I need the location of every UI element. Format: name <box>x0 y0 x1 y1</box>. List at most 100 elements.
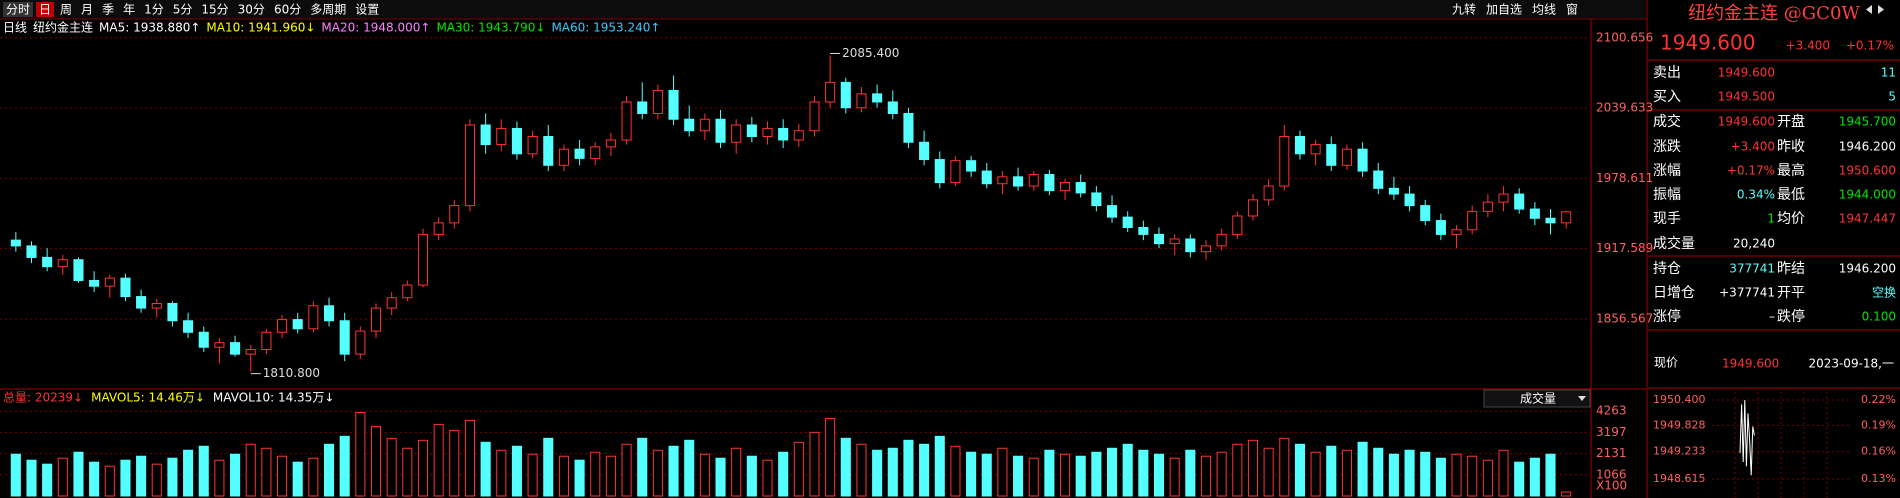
quote-value: 1949.600 <box>1718 115 1775 129</box>
quote-label: 昨收 <box>1777 139 1805 155</box>
candle-body <box>809 101 820 132</box>
period-button[interactable]: 分时 <box>6 3 30 17</box>
candle-body <box>668 89 679 120</box>
candle-body <box>1138 226 1149 235</box>
volume-bar <box>605 455 616 497</box>
volume-bar <box>1357 441 1368 497</box>
candle-body <box>1373 170 1384 189</box>
candle-body <box>1357 148 1368 172</box>
quote-label: 振幅 <box>1653 187 1681 203</box>
volume-tick-label: 3197 <box>1596 425 1627 439</box>
period-button[interactable]: 周 <box>60 3 72 17</box>
period-button[interactable]: 月 <box>81 3 93 17</box>
candle-body <box>402 284 413 299</box>
volume-bar <box>26 459 37 497</box>
volume-bar <box>386 437 397 497</box>
candle-body <box>1169 238 1180 245</box>
volume-bar <box>370 425 382 497</box>
volume-bar <box>1232 443 1243 497</box>
candle-body <box>73 259 84 281</box>
volume-tick-label: 4263 <box>1596 404 1627 418</box>
candle-body <box>778 127 789 141</box>
candle-body <box>42 256 53 268</box>
quote-label: 卖出 <box>1653 65 1681 81</box>
quote-value: 11 <box>1881 66 1896 80</box>
volume-bar <box>1420 451 1431 497</box>
period-button[interactable]: 5分 <box>173 3 193 17</box>
volume-bar <box>198 445 209 497</box>
quote-value: 空换 <box>1872 286 1896 300</box>
volume-bar <box>621 443 632 497</box>
period-button[interactable]: 设置 <box>355 3 379 17</box>
volume-bar <box>981 453 992 497</box>
period-button[interactable]: 15分 <box>201 3 228 17</box>
tool-button[interactable]: 九转 <box>1452 2 1476 17</box>
volume-bar <box>1028 457 1039 497</box>
volume-bar <box>950 445 961 497</box>
candle-body <box>1310 144 1321 155</box>
candle-body <box>840 81 851 109</box>
prev-icon[interactable] <box>1866 5 1872 14</box>
candle-body <box>731 124 742 143</box>
candle-body <box>1294 136 1305 155</box>
legend-item: 纽约金主连 <box>33 20 93 35</box>
last-time: 2023-09-18,一 <box>1808 357 1894 371</box>
candle-body <box>1326 144 1337 166</box>
volume-bar <box>590 451 601 497</box>
indicator-dropdown[interactable] <box>1483 389 1591 408</box>
volume-bar <box>89 461 100 497</box>
period-button[interactable]: 季 <box>102 3 114 17</box>
volume-bar <box>919 443 930 497</box>
tool-button[interactable]: 均线 <box>1532 3 1556 17</box>
volume-bar <box>511 445 522 497</box>
period-button[interactable]: 多周期 <box>310 3 346 17</box>
candle-body <box>245 349 256 355</box>
quote-value: +0.17% <box>1727 164 1775 178</box>
mini-pct-label: 0.22% <box>1861 393 1896 406</box>
mini-tick-label: 1950.400 <box>1653 393 1706 406</box>
period-button[interactable]: 60分 <box>274 3 301 17</box>
quote-value: 1949.600 <box>1718 66 1775 80</box>
candle-body <box>966 160 977 172</box>
volume-bar <box>1294 443 1305 497</box>
next-icon[interactable] <box>1878 5 1884 14</box>
candle-body <box>1451 229 1462 235</box>
quote-value: 20,240 <box>1733 237 1775 251</box>
volume-bar <box>308 457 319 497</box>
volume-bar <box>1200 455 1212 497</box>
volume-bar <box>136 455 147 497</box>
period-button[interactable]: 30分 <box>238 3 265 17</box>
candle-body <box>183 320 194 333</box>
volume-bar <box>966 451 977 497</box>
volume-bar <box>699 453 710 497</box>
candle-body <box>543 136 554 166</box>
volume-bar <box>1122 443 1133 497</box>
period-button[interactable]: 1分 <box>144 3 164 17</box>
candle-body <box>261 331 272 351</box>
volume-bar <box>1044 449 1055 497</box>
volume-bar <box>433 423 444 497</box>
quote-label: 跌停 <box>1777 308 1805 325</box>
y-tick-label: 1978.611 <box>1596 171 1653 185</box>
volume-bar <box>1216 451 1227 497</box>
period-button[interactable]: 日 <box>39 3 51 17</box>
candle-body <box>1200 245 1212 253</box>
candle-body <box>308 305 319 330</box>
dropdown-label[interactable]: 成交量 <box>1520 391 1556 406</box>
period-button[interactable]: 年 <box>123 3 135 17</box>
mini-pct-label: 0.16% <box>1861 445 1896 458</box>
tool-button[interactable]: 加自选 <box>1486 3 1522 17</box>
volume-bar <box>1529 457 1540 497</box>
toolbar <box>0 0 1646 19</box>
candle-body <box>104 277 115 287</box>
quote-value: 1944.000 <box>1839 188 1896 202</box>
volume-bar <box>355 411 366 497</box>
candle-body <box>527 136 538 155</box>
volume-bar <box>934 435 945 497</box>
candle-body <box>872 93 883 103</box>
dropdown-arrow[interactable] <box>1578 396 1586 401</box>
volume-bar <box>292 461 303 497</box>
tool-button[interactable]: 窗 <box>1566 3 1578 17</box>
quote-value: 1947.447 <box>1839 212 1896 226</box>
volume-bar <box>903 439 914 497</box>
